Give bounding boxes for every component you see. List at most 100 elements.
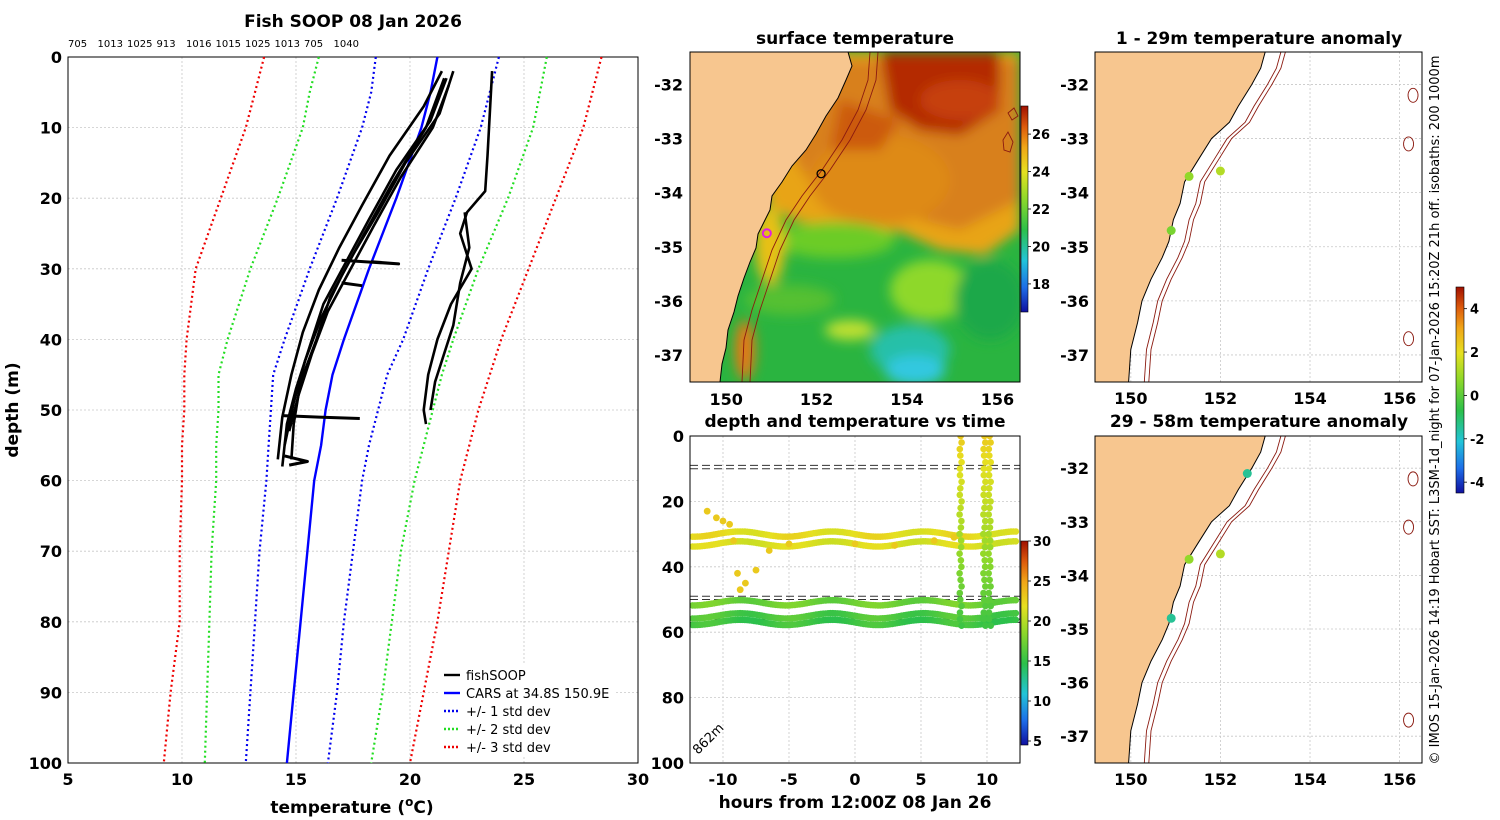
anomaly-land	[1095, 52, 1266, 382]
anomaly-y-tick-label: -34	[1060, 566, 1089, 585]
isobath-line	[1148, 52, 1286, 382]
depth-time-point	[957, 576, 964, 584]
depth-time-point	[987, 498, 994, 505]
depth-time-point	[958, 622, 965, 629]
sst-x-tick-label: 152	[800, 390, 833, 409]
depth-time-x-tick-label: -5	[780, 770, 798, 789]
profile-y-tick-label: 10	[40, 119, 62, 138]
depth-time-point	[956, 615, 964, 623]
depth-time-y-tick-label: 20	[662, 492, 684, 511]
depth-time-point	[986, 576, 993, 584]
depth-time-point	[957, 537, 965, 544]
profile-y-tick-label: 50	[40, 401, 62, 420]
sst-panel: surface temperature	[654, 29, 1050, 409]
depth-time-y-tick-label: 0	[673, 427, 684, 446]
isobath-line	[1143, 52, 1282, 382]
anomaly-colorbar-label: -4	[1470, 476, 1484, 491]
depth-time-x-tick-label: 5	[915, 770, 926, 789]
depth-time-colorbar-label: 5	[1033, 735, 1042, 750]
anomaly-y-tick-label: -36	[1060, 674, 1089, 693]
top-count-label: 1013	[98, 39, 123, 50]
top-count-label: 1025	[127, 39, 152, 50]
depth-time-point	[980, 491, 987, 499]
depth-time-point	[981, 517, 989, 525]
depth-time-colorbar-label: 25	[1033, 575, 1051, 590]
anomaly-point	[1184, 554, 1194, 564]
anomaly-x-tick-label: 150	[1114, 770, 1147, 789]
depth-time-point	[713, 514, 720, 522]
depth-time-point	[980, 530, 987, 538]
depth-time-x-tick-label: 10	[976, 770, 998, 789]
depth-time-point	[980, 609, 988, 616]
depth-time-point	[752, 566, 760, 574]
depth-time-point	[742, 579, 749, 587]
depth-time-point	[987, 583, 994, 590]
depth-time-point	[986, 485, 993, 492]
sst-x-tick-label: 150	[709, 390, 742, 409]
depth-time-y-tick-label: 80	[662, 689, 684, 708]
depth-time-point	[987, 602, 994, 610]
anomaly-x-tick-label: 156	[1383, 389, 1416, 408]
profile-y-tick-label: 60	[40, 472, 62, 491]
depth-time-point	[1012, 538, 1020, 545]
anomaly-point	[1242, 469, 1252, 478]
sst-y-tick-label: -33	[654, 130, 683, 149]
legend: fishSOOP CARS at 34.8S 150.9E +/- 1 std de…	[438, 665, 614, 757]
top-count-label: 1015	[216, 39, 241, 50]
top-count-label: 1025	[245, 39, 270, 50]
sst-y-tick-label: -32	[654, 75, 683, 94]
depth-time-point	[985, 491, 993, 499]
depth-time-point	[981, 436, 988, 440]
legend-entry: CARS at 34.8S 150.9E	[466, 687, 609, 702]
top-count-label: 1016	[186, 39, 211, 50]
seamount-isobath	[1403, 136, 1415, 152]
isobath-line	[1143, 436, 1282, 763]
depth-time-point	[1012, 596, 1020, 604]
depth-time-point	[982, 498, 989, 505]
depth-time-point	[958, 439, 965, 446]
sst-title: surface temperature	[756, 29, 954, 49]
profile-xlabel: temperature (oC)	[270, 795, 433, 818]
depth-time-point	[986, 436, 993, 440]
depth-time-panel: depth and temperature vs time -10 -5 0 5 100…	[651, 412, 1052, 813]
depth-time-point	[958, 583, 965, 590]
anomaly-point	[1166, 613, 1176, 623]
seamount-isobath	[1403, 712, 1415, 728]
depth-time-point	[987, 517, 994, 525]
depth-time-point	[957, 452, 964, 459]
sst-axes-box	[689, 51, 1021, 383]
profile-x-tick-label: 10	[171, 770, 193, 789]
sst-x-tick-label: 154	[890, 390, 923, 409]
anomaly-x-tick-label: 152	[1204, 770, 1237, 789]
anomaly-x-tick-label: 156	[1383, 770, 1416, 789]
depth-time-point	[734, 569, 741, 577]
anomaly-colorbar-label: 4	[1470, 303, 1479, 318]
depth-time-point	[956, 609, 964, 616]
depth-time-point	[957, 524, 965, 531]
top-count-label: 913	[157, 39, 176, 50]
depth-time-point	[986, 504, 993, 512]
depth-time-point	[985, 615, 993, 623]
std2-lower-line	[203, 56, 320, 764]
depth-time-point	[986, 524, 994, 531]
vessel-position-highlight	[761, 228, 772, 239]
fishsoop-blip-line	[341, 281, 363, 288]
depth-time-point	[985, 445, 993, 453]
anomaly-colorbar	[1455, 286, 1465, 494]
vessel-position-marker	[816, 169, 826, 179]
profile-title: Fish SOOP 08 Jan 2026	[244, 12, 462, 32]
profile-y-tick-label: 80	[40, 613, 62, 632]
depth-time-point	[736, 586, 744, 594]
depth-time-point	[957, 485, 964, 492]
depth-time-axes-box	[689, 435, 1021, 764]
depth-time-point	[958, 458, 965, 466]
depth-time-point	[1012, 609, 1020, 617]
depth-time-point	[930, 537, 938, 544]
fishsoop-profile-line	[287, 84, 451, 432]
seamount-isobath	[1407, 87, 1419, 103]
sst-colorbar	[1020, 105, 1029, 313]
depth-time-point	[980, 465, 988, 473]
isobath-line	[1148, 436, 1286, 763]
sst-colorbar-label: 24	[1032, 166, 1050, 181]
fishsoop-profile-line	[283, 77, 446, 446]
